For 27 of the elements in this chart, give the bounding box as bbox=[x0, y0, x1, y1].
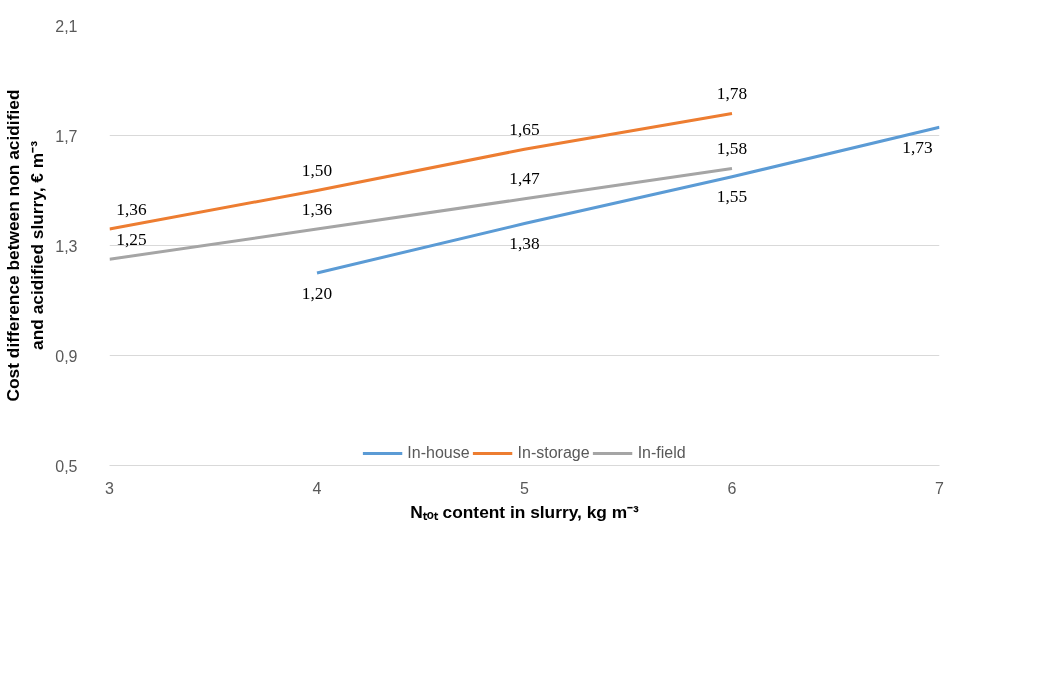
data-label: 1,36 bbox=[116, 199, 147, 219]
data-label: 1,58 bbox=[716, 139, 748, 158]
data-label: 1,73 bbox=[902, 137, 933, 157]
y-axis-title: Cost difference between non acidified and acidified slurry, € m⁻³ bbox=[3, 89, 48, 402]
y-tick-label: 0,9 bbox=[55, 347, 78, 365]
data-label: 1,25 bbox=[116, 229, 147, 249]
data-label: 1,36 bbox=[301, 199, 333, 219]
data-label: 1,78 bbox=[716, 84, 748, 103]
x-axis-title: Nₜₒₜ content in slurry, kg m⁻³ bbox=[410, 501, 640, 522]
data-label: 1,20 bbox=[301, 283, 333, 303]
x-tick-label: 5 bbox=[520, 479, 530, 497]
data-label: 1,65 bbox=[509, 119, 540, 139]
data-label: 1,50 bbox=[301, 161, 333, 180]
data-label: 1,55 bbox=[716, 187, 748, 207]
data-label: 1,47 bbox=[509, 169, 540, 189]
data-label: 1,38 bbox=[509, 234, 540, 253]
legend-label: In-house bbox=[407, 444, 470, 462]
y-tick-label: 0,5 bbox=[55, 457, 78, 475]
y-tick-label: 2,1 bbox=[55, 17, 78, 35]
x-tick-label: 7 bbox=[935, 479, 945, 497]
y-tick-label: 1,3 bbox=[55, 237, 78, 255]
x-tick-label: 3 bbox=[105, 479, 115, 497]
y-tick-label: 1,7 bbox=[55, 127, 78, 145]
x-tick-label: 4 bbox=[312, 479, 322, 497]
legend-label: In-field bbox=[637, 444, 686, 462]
legend-label: In-storage bbox=[517, 444, 590, 462]
x-tick-label: 6 bbox=[727, 479, 737, 497]
